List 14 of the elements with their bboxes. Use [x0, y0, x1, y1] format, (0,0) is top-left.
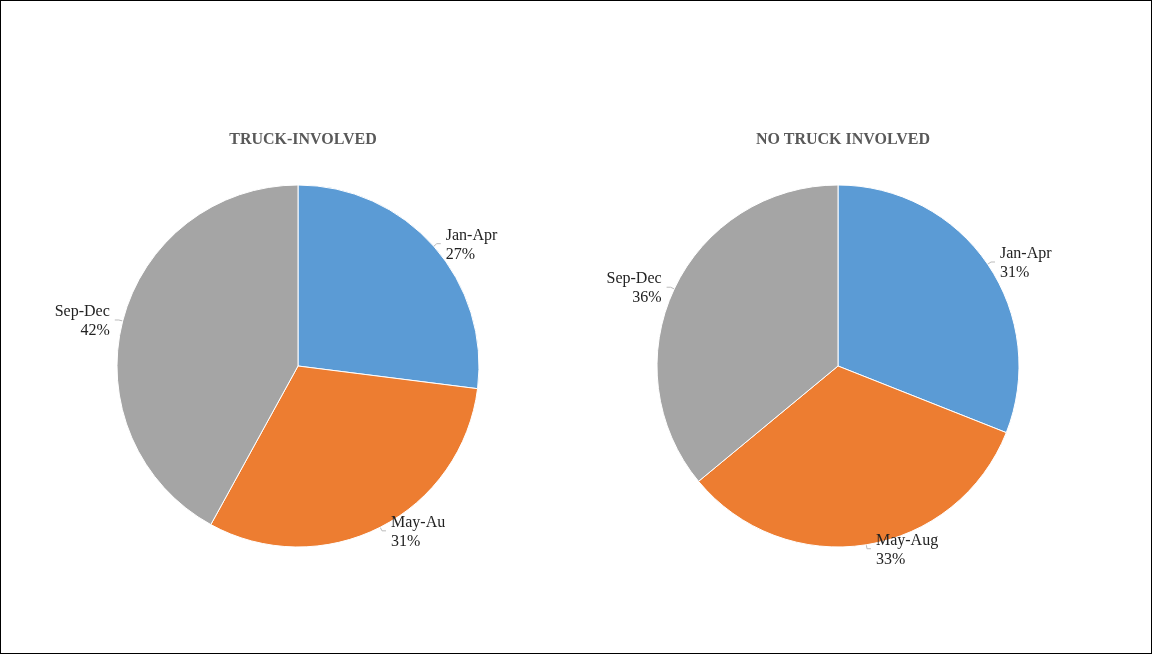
slice-label: May-Au — [390, 512, 446, 531]
data-label: 33% — [875, 549, 906, 567]
data-label: 27% — [445, 244, 476, 262]
data-label: 42% — [80, 320, 110, 338]
chart-title: TRUCK-INVOLVED — [229, 129, 377, 147]
data-label: 31% — [1000, 263, 1030, 281]
data-label: 31% — [390, 531, 421, 549]
slice-label: Sep-Dec — [606, 269, 662, 288]
slice-label: Jan-Apr — [445, 225, 498, 244]
slice-label: Jan-Apr — [1000, 244, 1053, 263]
data-label: 36% — [632, 288, 662, 306]
slice-label: May-Aug — [875, 530, 939, 549]
chart-title: NO TRUCK INVOLVED — [756, 129, 930, 147]
slice-label: Sep-Dec — [54, 301, 110, 320]
